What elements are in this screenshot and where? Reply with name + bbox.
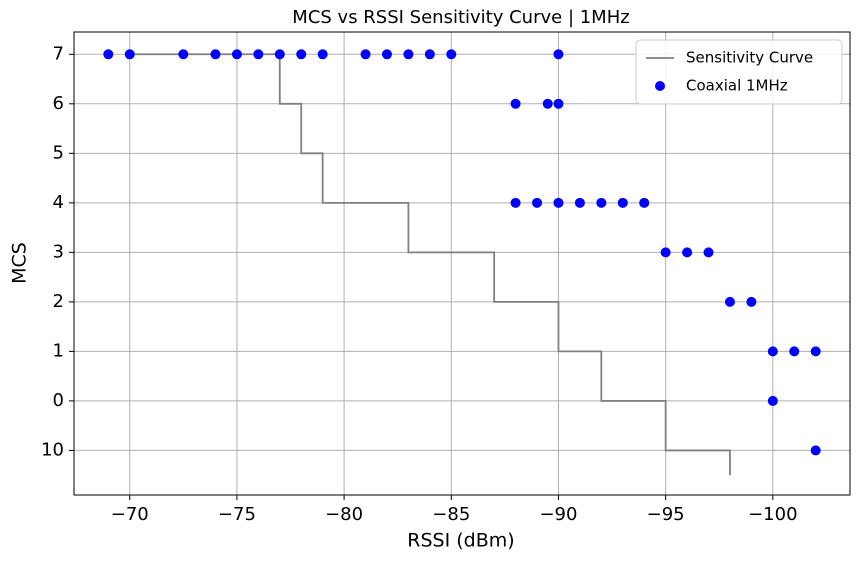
- x-tick-label: −90: [539, 504, 577, 525]
- point: [810, 445, 821, 456]
- point: [178, 49, 189, 60]
- x-tick-label: −75: [218, 504, 256, 525]
- point: [424, 49, 435, 60]
- point: [810, 346, 821, 357]
- chart-title: MCS vs RSSI Sensitivity Curve | 1MHz: [292, 7, 629, 28]
- x-tick-label: −80: [325, 504, 363, 525]
- point: [274, 49, 285, 60]
- point: [639, 197, 650, 208]
- legend-label: Coaxial 1MHz: [686, 77, 788, 95]
- point: [532, 197, 543, 208]
- y-tick-label: 4: [53, 192, 64, 213]
- point: [617, 197, 628, 208]
- y-tick-label: 10: [41, 439, 64, 460]
- point: [553, 197, 564, 208]
- point: [767, 346, 778, 357]
- x-tick-label: −100: [748, 504, 797, 525]
- y-tick-label: 1: [53, 340, 64, 361]
- point: [253, 49, 264, 60]
- y-axis-label: MCS: [9, 242, 31, 284]
- point: [553, 98, 564, 109]
- y-tick-label: 5: [53, 142, 64, 163]
- y-tick-label: 7: [53, 43, 64, 64]
- point: [724, 296, 735, 307]
- point: [317, 49, 328, 60]
- point: [381, 49, 392, 60]
- point: [510, 98, 521, 109]
- point: [596, 197, 607, 208]
- plot-frame: [73, 31, 851, 496]
- point: [660, 247, 671, 258]
- point: [767, 395, 778, 406]
- legend-box: [635, 39, 843, 105]
- point: [210, 49, 221, 60]
- point: [296, 49, 307, 60]
- point: [682, 247, 693, 258]
- point: [746, 296, 757, 307]
- y-tick-label: 0: [53, 390, 64, 411]
- point: [403, 49, 414, 60]
- point: [124, 49, 135, 60]
- point: [103, 49, 114, 60]
- point: [446, 49, 457, 60]
- point: [703, 247, 714, 258]
- y-tick-label: 6: [53, 93, 64, 114]
- point: [510, 197, 521, 208]
- point: [574, 197, 585, 208]
- point: [542, 98, 553, 109]
- point: [553, 49, 564, 60]
- point: [231, 49, 242, 60]
- x-tick-label: −70: [111, 504, 149, 525]
- x-tick-label: −95: [647, 504, 685, 525]
- point: [789, 346, 800, 357]
- y-tick-label: 3: [53, 241, 64, 262]
- x-axis-label: RSSI (dBm): [407, 530, 514, 552]
- legend-label: Sensitivity Curve: [686, 49, 813, 67]
- legend-swatch: [655, 81, 665, 91]
- y-tick-label: 2: [53, 291, 64, 312]
- line: [129, 53, 731, 476]
- point: [360, 49, 371, 60]
- x-tick-label: −85: [432, 504, 470, 525]
